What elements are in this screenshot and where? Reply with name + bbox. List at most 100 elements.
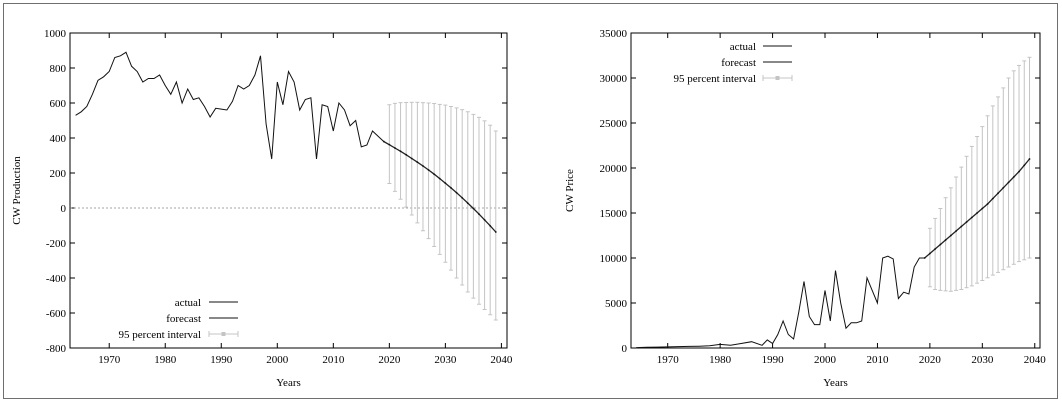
- chart-1: -800 -600 -400 -200 0 200 400 600 800 1000 1970 198…: [11, 28, 513, 389]
- forecast-point: [1028, 158, 1031, 160]
- forecast-point: [986, 203, 989, 205]
- charts-canvas: -800 -600 -400 -200 0 200 400 600 800 1000 1970 198…: [11, 28, 1046, 389]
- forecast-point: [427, 169, 430, 171]
- chart-2: 0 5000 10000 15000 20000 25000 30000 35000 1970 1…: [564, 28, 1046, 389]
- forecast-point: [949, 234, 952, 237]
- forecast-point: [478, 213, 480, 216]
- forecast-point: [1018, 170, 1020, 173]
- legend-label: actual: [175, 297, 201, 309]
- forecast-point: [960, 225, 963, 228]
- forecast-point: [1002, 186, 1005, 189]
- forecast-point: [928, 252, 931, 255]
- forecast-point: [405, 153, 408, 156]
- y-tick-label: -200: [46, 238, 67, 250]
- y-tick-label: 10000: [600, 253, 628, 265]
- y-tick-label: -800: [46, 343, 67, 355]
- y-tick-label: 5000: [605, 298, 628, 310]
- forecast-point: [394, 147, 396, 149]
- forecast-points: [923, 158, 1031, 259]
- y-tick-label: 20000: [600, 163, 628, 175]
- forecast-point: [461, 196, 464, 199]
- y-tick-label: 0: [61, 203, 67, 215]
- forecast-point: [455, 191, 458, 194]
- forecast-point: [970, 216, 973, 219]
- x-tick-label: 2000: [814, 354, 837, 366]
- forecast-point: [965, 221, 968, 223]
- forecast-point: [1023, 164, 1026, 167]
- y-tick-label: 1000: [44, 28, 67, 40]
- legend-label: forecast: [166, 313, 201, 325]
- x-tick-label: 2010: [866, 354, 889, 366]
- forecast-point: [466, 202, 469, 205]
- legend: actual forecast 95 percent interval: [674, 41, 793, 85]
- forecast-point: [939, 243, 942, 246]
- legend-label: forecast: [721, 57, 756, 69]
- x-tick-label: 2030: [434, 354, 457, 366]
- legend-label: 95 percent interval: [119, 329, 201, 341]
- plot-area-border: [630, 32, 1041, 349]
- x-tick-label: 2010: [322, 354, 345, 366]
- legend-swatch-marker: [775, 76, 780, 80]
- y-tick-label: 600: [50, 98, 67, 110]
- forecast-point: [934, 248, 937, 250]
- y-tick-label: 800: [50, 63, 67, 75]
- forecast-point: [388, 143, 391, 146]
- forecast-point: [944, 239, 947, 241]
- legend-label: 95 percent interval: [674, 73, 756, 85]
- y-axis-label: CW Price: [564, 169, 576, 212]
- forecast-point: [399, 150, 402, 153]
- y-tick-label: -400: [46, 273, 67, 285]
- y-tick-label: 30000: [600, 73, 628, 85]
- x-tick-label: 1990: [762, 354, 785, 366]
- x-tick-label: 1980: [709, 354, 732, 366]
- forecast-point: [450, 186, 452, 189]
- forecast-point: [923, 257, 926, 259]
- forecast-point: [472, 207, 475, 210]
- y-tick-label: -600: [46, 308, 67, 320]
- forecast-point: [1007, 181, 1010, 184]
- forecast-point: [976, 212, 978, 214]
- forecast-point: [444, 182, 447, 185]
- y-tick-label: 200: [50, 168, 67, 180]
- forecast-point: [489, 224, 492, 227]
- forecast-point: [433, 173, 436, 176]
- x-tick-label: 1970: [657, 354, 680, 366]
- actual-series-line: [636, 255, 925, 349]
- legend-swatch-marker: [221, 332, 226, 336]
- forecast-point: [438, 177, 441, 180]
- forecast-point: [416, 161, 419, 164]
- y-tick-label: 35000: [600, 28, 628, 40]
- forecast-point: [483, 219, 486, 221]
- y-tick-label: 15000: [600, 208, 628, 220]
- x-axis-label: Years: [276, 377, 301, 389]
- x-tick-label: 2040: [1024, 354, 1047, 366]
- x-tick-label: 2000: [266, 354, 289, 366]
- forecast-points: [382, 140, 497, 233]
- figure-frame: -800 -600 -400 -200 0 200 400 600 800 1000 1970 198…: [3, 3, 1058, 399]
- x-tick-label: 1990: [210, 354, 233, 366]
- forecast-point: [981, 207, 984, 210]
- plot-area-border: [69, 32, 508, 349]
- forecast-point: [1012, 176, 1015, 178]
- legend: actual forecast 95 percent interval: [119, 297, 239, 341]
- forecast-point: [991, 197, 994, 200]
- x-tick-label: 1970: [98, 354, 121, 366]
- y-tick-label: 25000: [600, 118, 628, 130]
- y-tick-label: 400: [50, 133, 67, 145]
- legend-label: actual: [730, 41, 756, 53]
- forecast-point: [382, 140, 385, 143]
- y-tick-label: 0: [622, 343, 628, 355]
- forecast-point: [422, 165, 424, 167]
- forecast-point: [410, 157, 413, 160]
- interval-bars: [927, 56, 1032, 292]
- x-tick-label: 2020: [378, 354, 401, 366]
- y-axis-label: CW Production: [11, 156, 23, 225]
- forecast-point: [997, 192, 999, 195]
- x-tick-label: 2030: [971, 354, 994, 366]
- x-axis-label: Years: [823, 377, 848, 389]
- forecast-point: [955, 230, 958, 232]
- x-tick-label: 2040: [490, 354, 513, 366]
- x-tick-label: 2020: [919, 354, 942, 366]
- forecast-point: [494, 231, 497, 233]
- actual-series-line: [75, 51, 385, 160]
